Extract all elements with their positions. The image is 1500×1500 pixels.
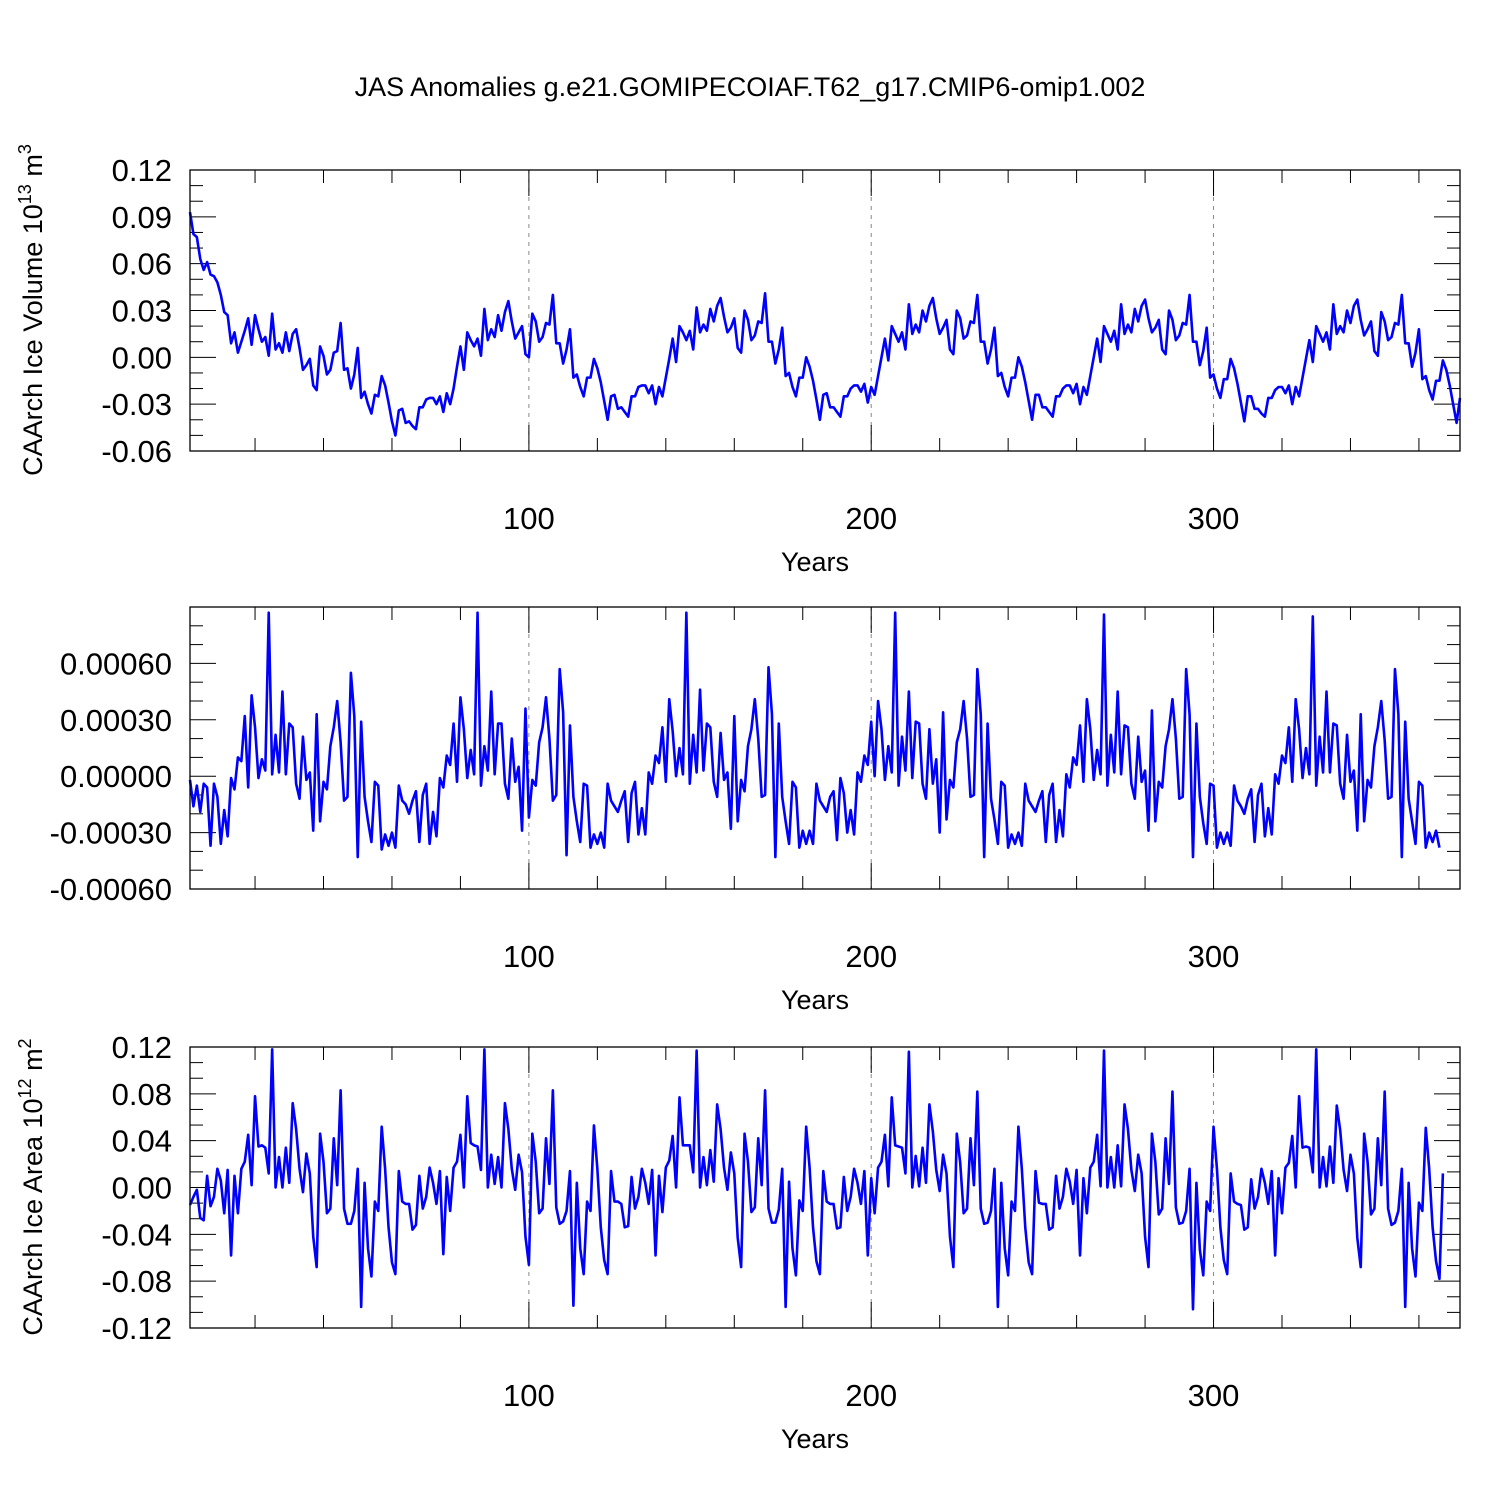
x-tick-label: 200 bbox=[845, 501, 897, 536]
chart-panel-3: -0.12 -0.08 -0.04 0.00 0.04 0.08 0.12 100 200 300… bbox=[15, 1030, 1461, 1454]
x-tick-label: 300 bbox=[1188, 1378, 1240, 1413]
series-line bbox=[188, 611, 1441, 859]
y-tick-label: -0.00060 bbox=[50, 872, 172, 907]
x-axis-label: Years bbox=[781, 1424, 849, 1454]
y-tick-label: 0.03 bbox=[112, 294, 172, 329]
y-tick-label: -0.04 bbox=[101, 1217, 172, 1252]
chart-panel-1: -0.06 -0.03 0.00 0.03 0.06 0.09 0.12 100 200 300 Y… bbox=[15, 144, 1462, 577]
y-tick-label: 0.00 bbox=[112, 1171, 172, 1206]
series-line bbox=[188, 1048, 1445, 1311]
chart-panel-2: -0.00060 -0.00030 0.00000 0.00030 0.00060 100… bbox=[50, 606, 1461, 1015]
y-tick-label: 0.12 bbox=[112, 153, 172, 188]
x-tick-label: 300 bbox=[1188, 501, 1240, 536]
x-tick-label: 200 bbox=[845, 1378, 897, 1413]
y-tick-label: -0.03 bbox=[101, 387, 172, 422]
series-line bbox=[188, 211, 1462, 437]
y-tick-label: -0.12 bbox=[101, 1311, 172, 1346]
y-tick-label: 0.00030 bbox=[60, 703, 172, 738]
y-tick-label: 0.04 bbox=[112, 1124, 172, 1159]
plot-frame bbox=[189, 606, 1461, 890]
y-tick-label: -0.08 bbox=[101, 1264, 172, 1299]
panels: -0.06 -0.03 0.00 0.03 0.06 0.09 0.12 100 200 300 Y… bbox=[15, 144, 1462, 1454]
y-tick-label: 0.00 bbox=[112, 340, 172, 375]
x-tick-label: 300 bbox=[1188, 939, 1240, 974]
y-axis-label: CAArch Ice Volume 1013 m3 bbox=[15, 144, 48, 476]
x-axis-label: Years bbox=[781, 547, 849, 577]
y-tick-label: 0.12 bbox=[112, 1030, 172, 1065]
plot-frame bbox=[189, 1046, 1461, 1329]
y-tick-label: 0.00000 bbox=[60, 759, 172, 794]
y-tick-label: -0.00030 bbox=[50, 816, 172, 851]
y-tick-label: 0.06 bbox=[112, 247, 172, 282]
x-tick-label: 100 bbox=[503, 1378, 555, 1413]
y-tick-label: 0.08 bbox=[112, 1077, 172, 1112]
plot-frame bbox=[189, 169, 1461, 452]
x-tick-label: 200 bbox=[845, 939, 897, 974]
x-axis-label: Years bbox=[781, 985, 849, 1015]
y-axis-label: CAArch Ice Area 1012 m2 bbox=[15, 1038, 48, 1335]
figure-title: JAS Anomalies g.e21.GOMIPECOIAF.T62_g17.… bbox=[355, 72, 1146, 102]
y-tick-label: 0.09 bbox=[112, 200, 172, 235]
y-tick-label: -0.06 bbox=[101, 434, 172, 469]
y-tick-label: 0.00060 bbox=[60, 646, 172, 681]
x-tick-label: 100 bbox=[503, 939, 555, 974]
x-tick-label: 100 bbox=[503, 501, 555, 536]
